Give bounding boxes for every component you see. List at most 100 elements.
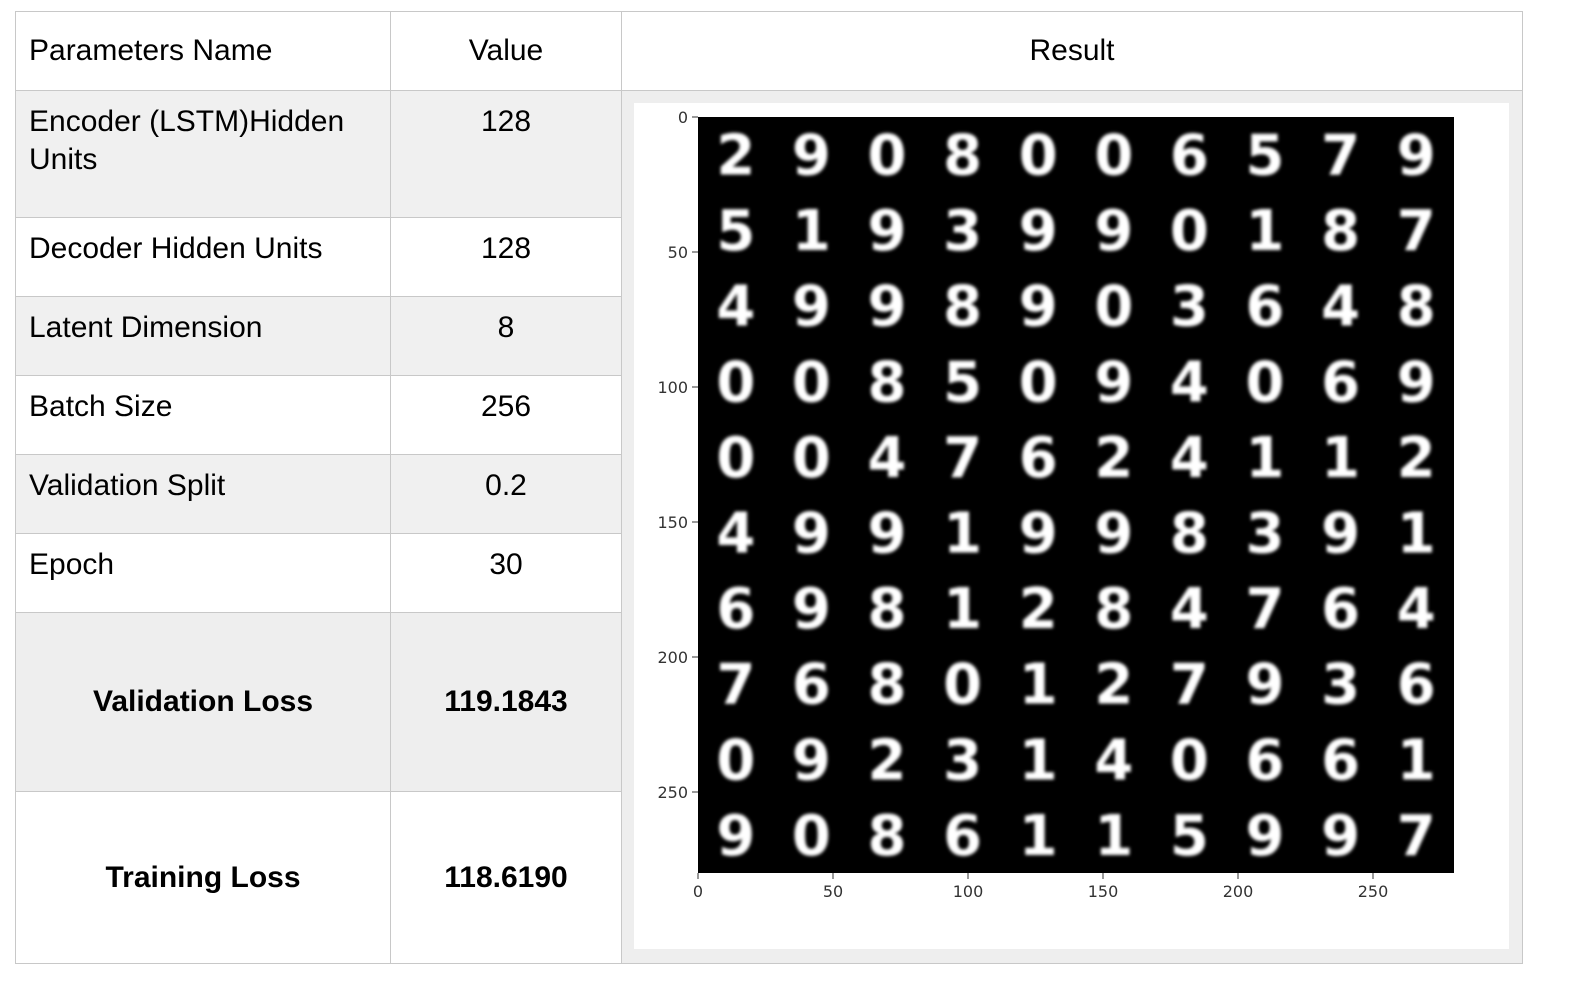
- digit-glyph: 7: [1170, 653, 1209, 718]
- digit-glyph: 9: [1321, 804, 1360, 869]
- digit-glyph: 0: [792, 426, 831, 491]
- table-row: Epoch 30: [15, 533, 1523, 613]
- digit-glyph: 7: [1397, 804, 1436, 869]
- digit-glyph: 0: [1094, 275, 1133, 340]
- digit-glyph: 4: [1397, 577, 1436, 642]
- digit-glyph: 0: [792, 804, 831, 869]
- digit-glyph: 9: [1019, 275, 1058, 340]
- digit-glyph: 4: [1170, 350, 1209, 415]
- table-row: Validation Split 0.2: [15, 454, 1523, 534]
- digit-glyph: 3: [1321, 653, 1360, 718]
- digit-glyph: 7: [1397, 199, 1436, 264]
- digit-glyph: 9: [792, 728, 831, 793]
- y-tick-label: 150: [657, 513, 688, 532]
- digit-glyph: 3: [943, 199, 982, 264]
- param-name: Epoch: [15, 533, 391, 613]
- digit-glyph: 2: [868, 728, 907, 793]
- digit-glyph: 9: [1246, 653, 1285, 718]
- digit-glyph: 6: [1019, 426, 1058, 491]
- digit-glyph: 4: [1170, 426, 1209, 491]
- digit-glyph: 6: [943, 804, 982, 869]
- digit-glyph: 9: [1094, 350, 1133, 415]
- param-value: 30: [390, 533, 622, 613]
- param-value: 128: [390, 217, 622, 297]
- result-plot: 2 9 0 8 0 0 6 5 7 95 1 9 3 9 9 0 1 8 74 9 9 8 9 0 3 6 4 80 0 8 5 0 9 4 0 6 9…: [657, 108, 1454, 901]
- digit-glyph: 6: [1246, 275, 1285, 340]
- x-tick-label: 50: [823, 882, 843, 901]
- digit-glyph: 9: [1397, 123, 1436, 188]
- digit-glyph: 8: [868, 804, 907, 869]
- header-value: Value: [390, 11, 622, 91]
- param-name: Validation Split: [15, 454, 391, 534]
- x-tick-label: 200: [1223, 882, 1254, 901]
- digit-glyph: 8: [868, 577, 907, 642]
- digit-grid-background: [698, 117, 1454, 873]
- digit-glyph: 9: [1246, 804, 1285, 869]
- table-row: Latent Dimension 8: [15, 296, 1523, 376]
- digit-glyph: 0: [868, 123, 907, 188]
- digit-glyph: 0: [1170, 199, 1209, 264]
- digit-glyph: 0: [1094, 123, 1133, 188]
- digit-glyph: 1: [1246, 199, 1285, 264]
- header-result: Result: [621, 11, 1523, 91]
- digit-glyph: 9: [1019, 199, 1058, 264]
- param-value: 128: [390, 90, 622, 218]
- digit-glyph: 1: [943, 577, 982, 642]
- parameters-table: Parameters Name Value Result Encoder (LS…: [15, 11, 1523, 964]
- digit-glyph: 9: [792, 123, 831, 188]
- digit-glyph: 3: [943, 728, 982, 793]
- digit-glyph: 4: [716, 275, 755, 340]
- digit-glyph: 5: [943, 350, 982, 415]
- digit-glyph: 1: [1019, 653, 1058, 718]
- digit-glyph: 0: [716, 426, 755, 491]
- digit-glyph: 9: [716, 804, 755, 869]
- digit-glyph: 8: [1397, 275, 1436, 340]
- x-tick-label: 250: [1358, 882, 1389, 901]
- digit-glyph: 4: [716, 501, 755, 566]
- loss-value: 119.1843: [390, 612, 622, 792]
- digit-glyph: 4: [1321, 275, 1360, 340]
- digit-glyph: 6: [1170, 123, 1209, 188]
- digit-glyph: 0: [1019, 350, 1058, 415]
- digit-glyph: 0: [1019, 123, 1058, 188]
- param-name: Batch Size: [15, 375, 391, 455]
- digit-glyph: 7: [716, 653, 755, 718]
- digit-glyph: 2: [1019, 577, 1058, 642]
- digit-glyph: 4: [1170, 577, 1209, 642]
- loss-name: Training Loss: [15, 791, 391, 964]
- table-row: Training Loss 118.6190: [15, 791, 1523, 964]
- digit-glyph: 9: [1019, 501, 1058, 566]
- digit-glyph: 6: [1321, 728, 1360, 793]
- digit-glyph: 2: [1094, 426, 1133, 491]
- digit-glyph: 9: [1094, 501, 1133, 566]
- param-name: Decoder Hidden Units: [15, 217, 391, 297]
- digit-grid: 2 9 0 8 0 0 6 5 7 95 1 9 3 9 9 0 1 8 74 9 9 8 9 0 3 6 4 80 0 8 5 0 9 4 0 6 9…: [716, 123, 1435, 868]
- digit-glyph: 5: [716, 199, 755, 264]
- digit-glyph: 3: [1246, 501, 1285, 566]
- y-tick-label: 200: [657, 648, 688, 667]
- digit-glyph: 6: [1321, 350, 1360, 415]
- digit-glyph: 0: [716, 350, 755, 415]
- digit-glyph: 0: [1246, 350, 1285, 415]
- digit-glyph: 1: [1321, 426, 1360, 491]
- digit-glyph: 0: [792, 350, 831, 415]
- digit-glyph: 5: [1170, 804, 1209, 869]
- digit-glyph: 5: [1246, 123, 1285, 188]
- x-tick-label: 0: [693, 882, 703, 901]
- header-row: Parameters Name Value Result: [15, 11, 1523, 91]
- digit-glyph: 9: [868, 199, 907, 264]
- digit-glyph: 4: [868, 426, 907, 491]
- header-parameters-name: Parameters Name: [15, 11, 391, 91]
- digit-glyph: 1: [1019, 804, 1058, 869]
- digit-glyph: 0: [943, 653, 982, 718]
- digit-glyph: 6: [792, 653, 831, 718]
- digit-glyph: 2: [716, 123, 755, 188]
- digit-glyph: 9: [1094, 199, 1133, 264]
- param-name: Encoder (LSTM)Hidden Units: [15, 90, 391, 218]
- digit-glyph: 1: [1397, 728, 1436, 793]
- digit-glyph: 6: [1397, 653, 1436, 718]
- digit-glyph: 8: [943, 123, 982, 188]
